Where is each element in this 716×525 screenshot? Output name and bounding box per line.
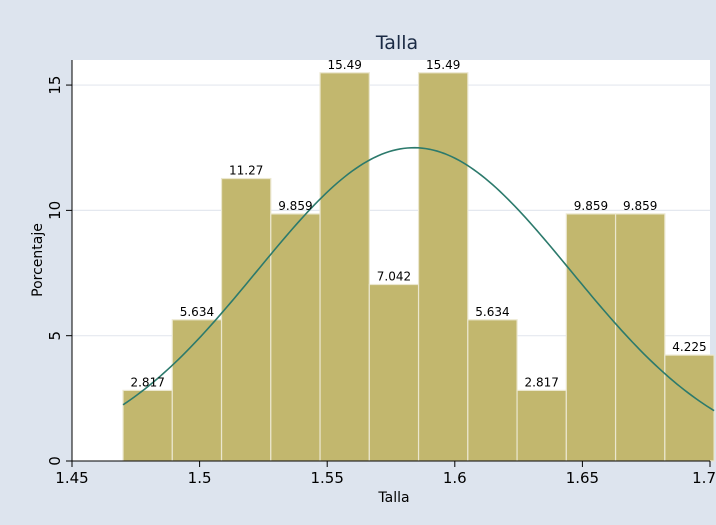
histogram-bar <box>516 389 567 462</box>
bar-value-label: 2.817 <box>130 375 164 389</box>
histogram-bar <box>417 72 469 462</box>
histogram-bar <box>319 72 370 462</box>
chart-title: Talla <box>375 32 418 54</box>
bar-value-label: 5.634 <box>475 305 509 319</box>
normal-density-curve <box>122 146 715 412</box>
bar-value-label: 7.042 <box>377 270 411 284</box>
y-tick-label: 0 <box>46 456 64 466</box>
histogram-bar <box>270 213 321 462</box>
y-tick-label: 5 <box>46 331 64 341</box>
histogram-bar <box>220 177 272 462</box>
bar-value-label: 15.49 <box>328 58 362 72</box>
x-tick-label: 1.5 <box>188 469 212 487</box>
bar-value-label: 4.225 <box>672 340 706 354</box>
y-axis-title: Porcentaje <box>30 223 46 297</box>
bar-value-label: 9.859 <box>278 199 312 213</box>
histogram-bar <box>122 389 173 462</box>
y-tick-label: 10 <box>46 201 64 220</box>
y-axis-ticks: 0 5 10 15 <box>46 76 72 466</box>
bar-value-label: 15.49 <box>426 58 460 72</box>
histogram-bar <box>467 319 518 462</box>
bar-value-label: 11.27 <box>229 164 263 178</box>
histogram-bar <box>565 213 617 462</box>
bar-value-labels: 2.817 5.634 11.27 9.859 15.49 7.042 15.49 5.634… <box>130 58 706 390</box>
x-tick-label: 1.45 <box>55 469 88 487</box>
histogram-bar <box>664 354 715 462</box>
bar-value-label: 9.859 <box>623 199 657 213</box>
histogram-bar <box>614 213 666 462</box>
histogram-bar <box>368 283 420 462</box>
bar-value-label: 5.634 <box>180 305 214 319</box>
x-axis-title: Talla <box>377 490 409 506</box>
bar-value-label: 9.859 <box>574 199 608 213</box>
x-tick-label: 1.6 <box>443 469 467 487</box>
histogram-bars <box>122 72 715 462</box>
x-tick-label: 1.7 <box>692 469 716 487</box>
x-tick-label: 1.55 <box>310 469 343 487</box>
bar-value-label: 2.817 <box>525 375 559 389</box>
x-axis-ticks: 1.45 1.5 1.55 1.6 1.65 1.7 <box>55 461 716 487</box>
y-tick-label: 15 <box>46 76 64 95</box>
x-tick-label: 1.65 <box>566 469 599 487</box>
